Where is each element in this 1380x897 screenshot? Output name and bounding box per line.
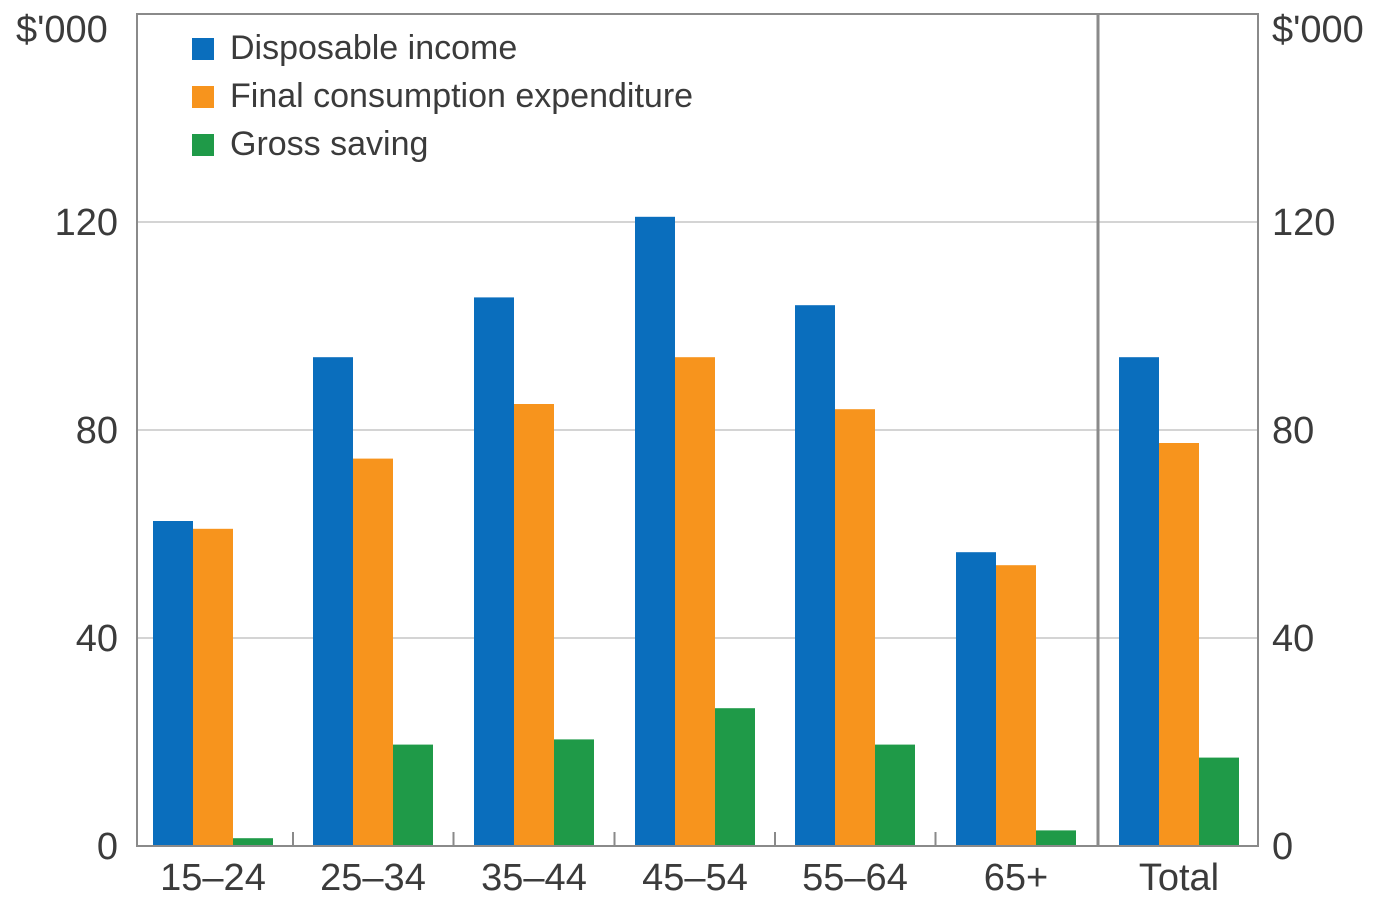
- bar: [193, 528, 233, 846]
- right-y-axis: 0 40 80 120: [1272, 202, 1335, 868]
- y-tick-label-right: 80: [1272, 410, 1314, 452]
- x-tick-label: 65+: [984, 857, 1048, 897]
- legend-label: Disposable income: [230, 29, 517, 67]
- x-tick-label: 25–34: [320, 857, 426, 897]
- bar: [715, 708, 755, 846]
- y-tick-label-left: 40: [76, 618, 118, 660]
- bars: [153, 216, 1239, 847]
- legend: Disposable income Final consumption expen…: [192, 29, 693, 163]
- bar: [795, 305, 835, 846]
- y-tick-label-right: 120: [1272, 202, 1335, 244]
- bar: [313, 357, 353, 846]
- y-unit-right: $'000: [1272, 9, 1364, 51]
- y-tick-label-right: 40: [1272, 618, 1314, 660]
- bar: [956, 552, 996, 846]
- bar: [875, 744, 915, 846]
- left-y-axis: 0 40 80 120: [55, 202, 118, 868]
- legend-swatch: [192, 86, 214, 108]
- y-tick-label-left: 80: [76, 410, 118, 452]
- bar: [554, 739, 594, 846]
- bar: [153, 521, 193, 846]
- bar: [1036, 830, 1076, 846]
- y-tick-label-left: 120: [55, 202, 118, 244]
- legend-label: Final consumption expenditure: [230, 77, 693, 115]
- plot-frame: [136, 13, 1259, 847]
- bar: [393, 744, 433, 846]
- bar: [996, 565, 1036, 846]
- x-axis: 15–24 25–34 35–44 45–54 55–64 65+ Total: [160, 857, 1219, 897]
- x-tick-label: Total: [1139, 857, 1219, 897]
- bar: [1119, 357, 1159, 846]
- bar: [514, 404, 554, 846]
- bar: [474, 297, 514, 846]
- bar: [1159, 443, 1199, 846]
- x-tick-label: 55–64: [802, 857, 908, 897]
- y-tick-label-left: 0: [97, 826, 118, 868]
- legend-swatch: [192, 134, 214, 156]
- legend-label: Gross saving: [230, 125, 428, 163]
- legend-swatch: [192, 38, 214, 60]
- bar: [1199, 757, 1239, 846]
- x-tick-label: 15–24: [160, 857, 266, 897]
- bar: [835, 409, 875, 846]
- y-unit-left: $'000: [16, 9, 108, 51]
- x-tick-label: 35–44: [481, 857, 587, 897]
- bar: [675, 357, 715, 846]
- y-tick-label-right: 0: [1272, 826, 1293, 868]
- bar: [635, 216, 675, 847]
- plot-border: [136, 13, 1259, 847]
- x-tick-label: 45–54: [642, 857, 748, 897]
- bar: [353, 458, 393, 846]
- bar: [233, 838, 273, 846]
